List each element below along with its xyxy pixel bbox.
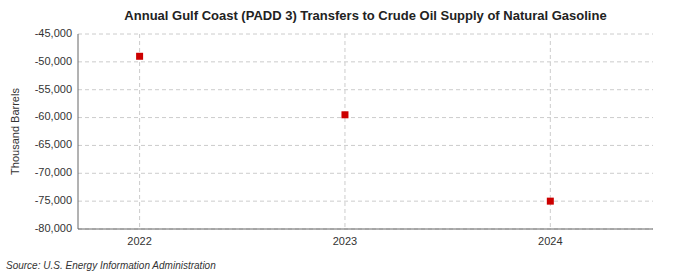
y-tick-label: -75,000 [35, 194, 72, 206]
y-grid-line [78, 201, 653, 202]
y-grid-line [78, 89, 653, 90]
y-tick-label: -45,000 [35, 27, 72, 39]
y-tick-label: -55,000 [35, 83, 72, 95]
y-axis-label: Thousand Barrels [9, 88, 21, 175]
point [547, 198, 554, 205]
y-tick-label: -60,000 [35, 110, 72, 122]
x-tick-label: 2023 [333, 235, 357, 247]
y-grid-line [78, 34, 653, 35]
x-tick-label: 2022 [127, 235, 151, 247]
x-grid-line [139, 34, 140, 229]
title: Annual Gulf Coast (PADD 3) Transfers to … [124, 8, 606, 23]
tick-labels: -45,000 -50,000 -55,000 -60,000 -65,000 -70,0… [35, 27, 563, 247]
y-tick-label: -70,000 [35, 166, 72, 178]
chart-container: -45,000 -50,000 -55,000 -60,000 -65,000 -70,0… [0, 0, 675, 275]
y-grid-line [78, 229, 653, 230]
y-grid-line [78, 117, 653, 118]
y-tick-label: -80,000 [35, 222, 72, 234]
y-tick-label: -65,000 [35, 138, 72, 150]
y-grid-line [78, 61, 653, 62]
source-note: Source: U.S. Energy Information Administ… [6, 260, 216, 271]
x-tick-label: 2024 [538, 235, 562, 247]
y-tick-label: -50,000 [35, 55, 72, 67]
point [341, 111, 348, 118]
y-grid-line [78, 145, 653, 146]
points [136, 53, 554, 205]
y-axis-line [78, 34, 79, 229]
chart: -45,000 -50,000 -55,000 -60,000 -65,000 -70,0… [0, 0, 675, 275]
grid [78, 34, 653, 229]
x-grid-line [344, 34, 345, 229]
x-axis-line [78, 229, 653, 230]
y-grid-line [78, 173, 653, 174]
point [136, 53, 143, 60]
